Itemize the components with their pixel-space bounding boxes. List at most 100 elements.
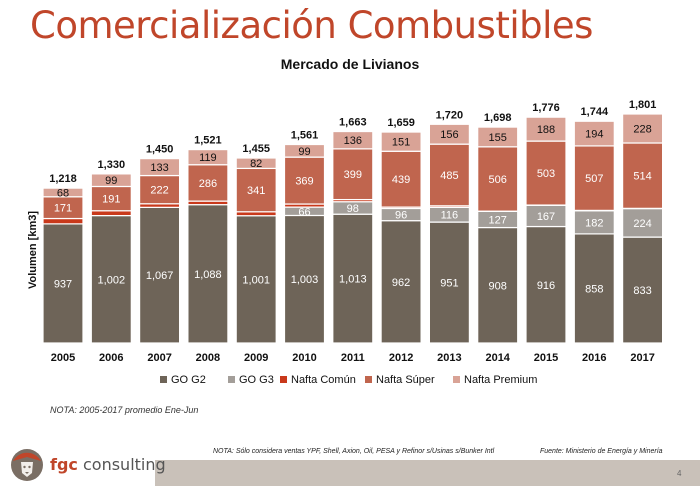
stacked-bar-chart: 937 171 68 1,218 2005 1,002 191 99 1,330 2006 1,06… (27, 99, 664, 386)
data-label: 1,088 (194, 269, 222, 281)
data-label: 191 (102, 194, 120, 206)
total-label: 1,218 (49, 173, 77, 185)
legend-label: Nafta Súper (376, 374, 435, 386)
bar-segment-go-g2 (380, 220, 422, 344)
bar-segment-go-g2 (332, 213, 374, 344)
bar-segment-nafta-premium (283, 143, 326, 158)
data-label: 68 (57, 187, 69, 199)
legend-label: GO G3 (239, 374, 274, 386)
bar-segment-go-g2 (235, 215, 277, 344)
y-axis-label: Volumen [km3] (27, 211, 39, 289)
bar-segment-nafta-s-per (187, 164, 229, 202)
data-label: 224 (633, 218, 651, 230)
data-label: 96 (395, 210, 407, 222)
bar-segment-go-g2 (283, 214, 326, 344)
bar-segment-nafta-s-per (525, 140, 567, 206)
legend-label: GO G2 (171, 374, 206, 386)
total-label: 1,450 (146, 144, 174, 156)
legend-item: GO G2 (160, 374, 206, 386)
data-label: 833 (633, 285, 651, 297)
bar-segment-nafta-premium (90, 173, 132, 188)
data-label: 399 (344, 169, 362, 181)
x-tick-label: 2006 (99, 352, 123, 364)
labels-group: 937 171 68 1,218 2005 1,002 191 99 1,330 2006 1,06… (49, 99, 656, 364)
data-label: 228 (633, 123, 651, 135)
total-label: 1,521 (194, 135, 222, 147)
data-label: 98 (347, 203, 359, 215)
data-label: 503 (537, 168, 555, 180)
data-label: 66 (298, 206, 310, 218)
data-label: 908 (489, 280, 507, 292)
bar-segment-go-g2 (477, 226, 519, 344)
total-label: 1,663 (339, 117, 367, 129)
brand-suffix: consulting (77, 455, 166, 474)
data-label: 127 (489, 214, 507, 226)
bar-segment-nafta-s-per (573, 145, 615, 211)
x-tick-label: 2015 (534, 352, 558, 364)
data-label: 1,002 (98, 274, 126, 286)
x-tick-label: 2007 (147, 352, 171, 364)
data-label: 194 (585, 129, 603, 141)
bar-segment-go-g2 (525, 225, 567, 344)
x-tick-label: 2017 (630, 352, 654, 364)
total-label: 1,776 (532, 102, 560, 114)
data-label: 119 (199, 152, 217, 164)
x-tick-label: 2013 (437, 352, 461, 364)
x-tick-label: 2005 (51, 352, 75, 364)
data-label: 1,003 (291, 274, 319, 286)
legend-label: Nafta Común (291, 374, 356, 386)
data-label: 116 (441, 210, 459, 222)
data-label: 151 (392, 137, 410, 149)
legend-swatch (453, 376, 460, 383)
bar-segment-nafta-premium (477, 126, 519, 148)
data-label: 369 (295, 176, 313, 188)
data-label: 962 (392, 277, 410, 289)
brand-name: fgc consulting (50, 455, 166, 474)
data-label: 99 (298, 146, 310, 158)
bar-segment-nafta-premium (235, 157, 277, 170)
bar-segment-go-g2 (187, 204, 229, 344)
data-label: 507 (585, 173, 603, 185)
total-label: 1,801 (629, 99, 657, 111)
data-label: 485 (440, 170, 458, 182)
bar-segment-nafta-com-n (42, 217, 84, 225)
data-label: 1,001 (242, 274, 270, 286)
data-label: 99 (105, 175, 117, 187)
data-label: 341 (247, 185, 265, 197)
bar-segment-go-g2 (428, 221, 470, 344)
note-period: NOTA: 2005-2017 promedio Ene-Jun (50, 405, 199, 415)
legend-item: Nafta Súper (365, 374, 435, 386)
data-label: 188 (537, 124, 555, 136)
x-tick-label: 2010 (292, 352, 316, 364)
data-label: 156 (440, 129, 458, 141)
data-label: 937 (54, 278, 72, 290)
data-label: 1,013 (339, 274, 367, 286)
bar-segment-nafta-premium (525, 116, 567, 142)
bar-segment-nafta-premium (187, 149, 229, 166)
bar-segment-go-g2 (139, 206, 181, 344)
data-label: 171 (54, 203, 72, 215)
data-label: 514 (633, 171, 651, 183)
legend-label: Nafta Premium (464, 374, 537, 386)
lion-logo-icon (11, 449, 43, 481)
bar-segment-nafta-premium (139, 158, 181, 177)
x-tick-label: 2009 (244, 352, 268, 364)
source-note: Fuente: Ministerio de Energía y Minería (540, 448, 663, 455)
bar-segment-nafta-premium (621, 113, 664, 144)
data-label: 155 (489, 132, 507, 144)
bar-segment-go-g2 (42, 223, 84, 344)
x-tick-label: 2011 (341, 352, 365, 364)
data-label: 222 (150, 185, 168, 197)
total-label: 1,561 (291, 130, 319, 142)
bar-segment-nafta-s-per (283, 156, 326, 205)
legend-swatch (365, 376, 372, 383)
data-label: 286 (199, 178, 217, 190)
legend-swatch (160, 376, 167, 383)
bar-segment-nafta-s-per (139, 174, 181, 205)
total-label: 1,455 (242, 143, 270, 155)
x-tick-label: 2012 (389, 352, 413, 364)
bar-segment-nafta-s-per (235, 167, 277, 213)
x-tick-label: 2008 (196, 352, 220, 364)
data-label: 82 (250, 158, 262, 170)
legend-item: GO G3 (228, 374, 274, 386)
